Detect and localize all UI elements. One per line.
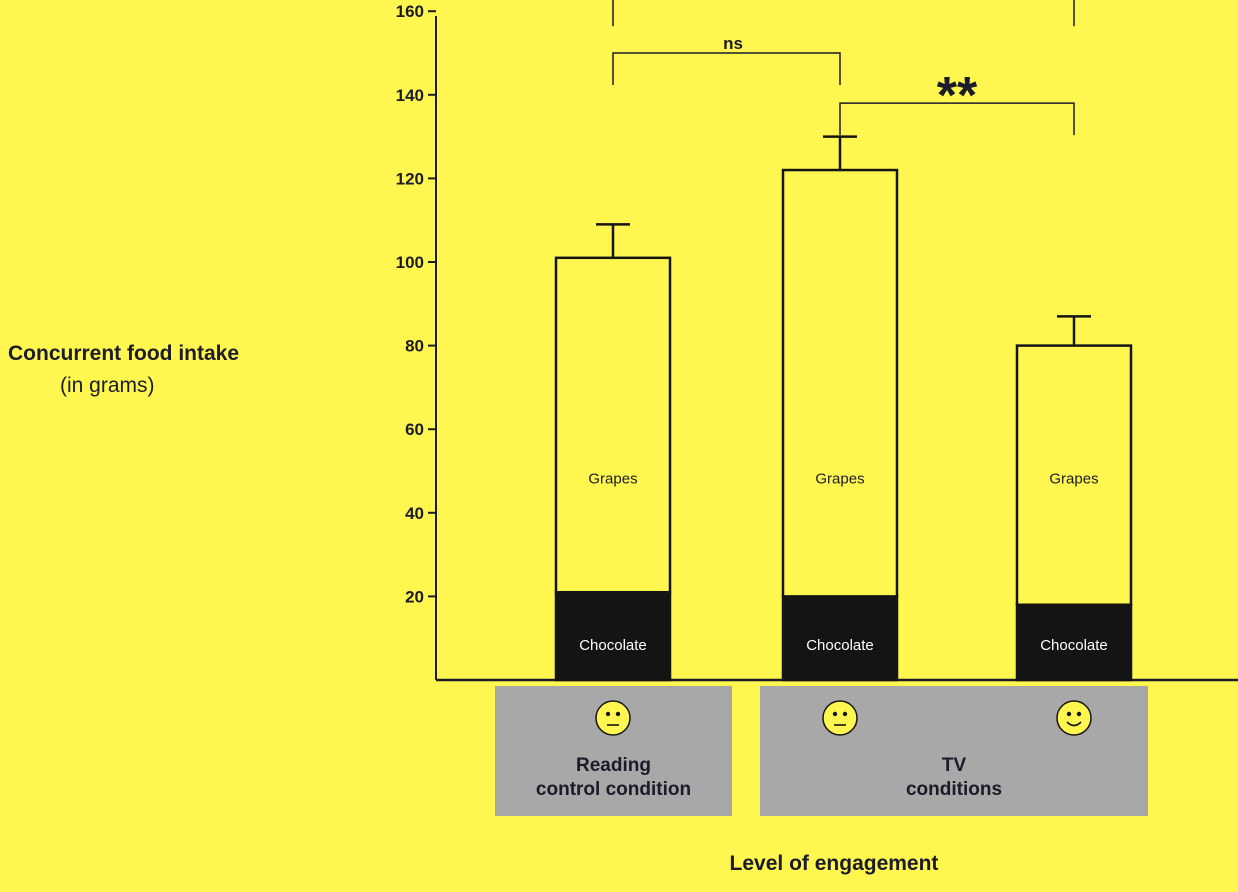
face-eye-left	[832, 711, 838, 717]
y-tick-label: 140	[396, 86, 424, 105]
bracket-line	[839, 102, 1075, 136]
group-label-tv-line1: TV	[941, 755, 967, 776]
face-eye-left	[605, 711, 611, 717]
y-tick-label: 80	[405, 337, 424, 356]
y-tick-label: 40	[405, 504, 424, 523]
neutral-face-icon	[595, 700, 631, 736]
bar-segment-label: Chocolate	[806, 637, 874, 654]
significance-label: **	[937, 67, 978, 125]
face-eye-right	[842, 711, 848, 717]
face-outline	[822, 700, 858, 736]
bar-segment-label: Chocolate	[1040, 637, 1108, 654]
y-tick-label: 20	[405, 587, 424, 606]
bar-segment-grapes	[781, 168, 899, 598]
y-tick-label: 160	[396, 2, 424, 21]
significance-bracket: ns	[612, 34, 841, 85]
face-mouth	[1066, 721, 1082, 727]
smiley-face-icon	[1056, 700, 1092, 736]
y-axis-unit: (in grams)	[60, 374, 155, 397]
bar-segment-label: Grapes	[1049, 471, 1098, 488]
bar-segment-chocolate	[1015, 603, 1133, 682]
y-axis-title: Concurrent food intake	[8, 342, 240, 365]
face-eye-left	[1066, 711, 1072, 717]
group-label-tv-line2: conditions	[905, 779, 1003, 800]
bar-segment-label: Grapes	[588, 471, 637, 488]
bracket-line	[612, 52, 841, 85]
group-label-reading-line2: control condition	[535, 779, 692, 800]
group-label-reading-line1: Reading	[576, 755, 651, 776]
neutral-face-icon	[822, 700, 858, 736]
bar-segment-chocolate	[554, 590, 672, 682]
significance-bracket: *	[612, 0, 1075, 27]
bar-segment-label: Grapes	[815, 471, 864, 488]
bar-segment-chocolate	[781, 595, 899, 682]
y-tick-label: 120	[396, 169, 424, 188]
face-eye-right	[615, 711, 621, 717]
face-outline	[595, 700, 631, 736]
bracket-line	[612, 0, 1075, 27]
x-axis-title: Level of engagement	[729, 852, 939, 875]
significance-bracket: **	[839, 67, 1075, 136]
face-eye-right	[1076, 711, 1082, 717]
y-tick-label: 100	[396, 253, 424, 272]
y-tick-label: 60	[405, 420, 424, 439]
bar-segment-grapes	[554, 256, 672, 594]
significance-label: ns	[723, 34, 743, 53]
bar-segment-label: Chocolate	[579, 637, 647, 654]
face-outline	[1056, 700, 1092, 736]
